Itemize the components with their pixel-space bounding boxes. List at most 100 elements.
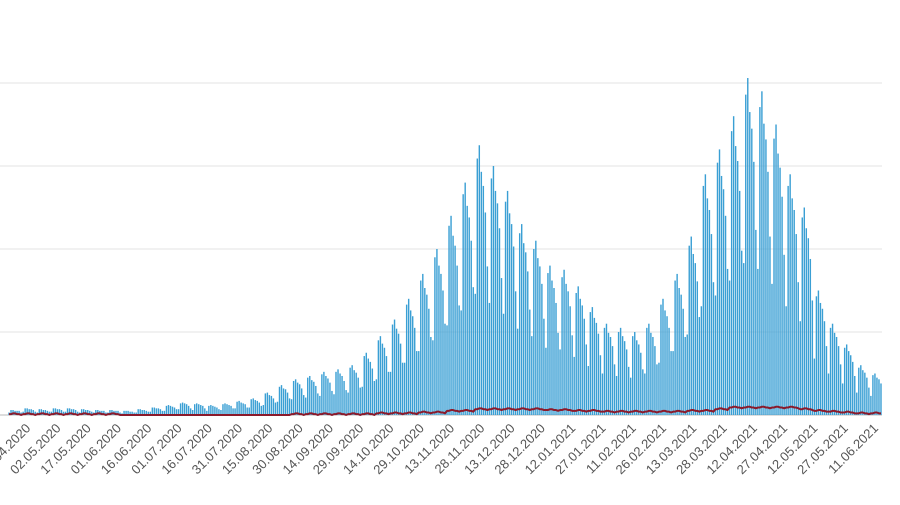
bar [266,392,269,415]
bar [282,388,285,415]
bar [401,362,404,415]
bar [18,410,20,415]
bar [280,385,283,415]
bar [351,365,353,415]
bar [837,346,840,415]
bar [615,375,618,415]
bar [48,411,51,415]
bar [527,271,529,415]
bar [395,328,398,415]
bar [236,401,238,415]
bar [603,327,606,415]
bar [484,212,487,415]
bar [32,410,34,415]
bar [129,411,131,415]
bar [315,385,317,415]
bar [718,149,721,415]
bar [537,258,539,415]
bar [541,283,543,415]
bar [232,408,234,415]
bar [539,266,541,415]
bar [573,356,575,415]
bar [202,405,204,415]
bar [56,409,59,415]
bar [454,245,456,415]
bar [466,205,468,415]
bar [470,240,472,415]
bar [787,185,789,415]
bar [797,282,799,415]
bar [66,408,69,415]
bar [743,263,745,415]
bar [646,327,648,415]
bar [571,335,573,415]
bar [728,280,731,415]
bar [131,411,133,415]
bar [757,268,759,415]
bar [720,175,723,415]
bar [613,364,616,415]
bar [658,362,660,415]
bar [220,410,222,415]
bar [159,409,162,415]
bar [290,399,293,415]
bar [815,296,818,415]
bar [759,107,761,415]
bar [8,412,10,415]
bar [775,124,777,415]
bar [847,351,850,415]
bar [856,392,858,415]
bar [26,408,28,415]
bar [385,356,388,415]
bar [214,406,216,415]
bar [325,375,327,415]
bar [684,336,686,415]
bar [300,388,303,415]
bar [809,258,812,415]
bar [753,161,755,415]
bar [738,190,741,415]
bar [779,167,781,415]
bar [761,91,763,416]
bar [767,171,769,415]
bar [551,280,553,415]
bar [175,409,178,415]
bar [44,410,47,415]
bar [440,273,442,415]
bar [516,328,519,415]
bar [127,410,129,415]
bar [119,412,121,415]
bar [436,249,438,415]
bar [825,346,828,415]
bar [284,389,287,415]
bar [745,94,747,416]
bar [529,309,531,415]
bar [198,404,200,415]
bar [632,336,634,415]
bar [781,196,783,415]
bar [508,213,511,415]
bar [194,404,196,415]
bar [650,332,652,415]
bar [335,371,337,415]
bar [714,295,717,415]
bar [16,410,18,415]
bar [40,409,43,415]
bar [246,407,248,415]
bar [274,402,277,415]
bar [337,369,339,415]
bar [549,265,551,415]
bar [504,201,507,415]
bar [28,409,30,415]
bar [153,407,156,415]
bar [347,392,349,415]
bar [38,409,40,415]
bar [642,369,644,415]
bar [813,358,816,415]
bar [496,203,499,415]
bar [492,166,495,415]
bar [426,294,428,415]
bar [512,246,515,415]
bar [171,406,174,415]
bar [244,404,246,415]
